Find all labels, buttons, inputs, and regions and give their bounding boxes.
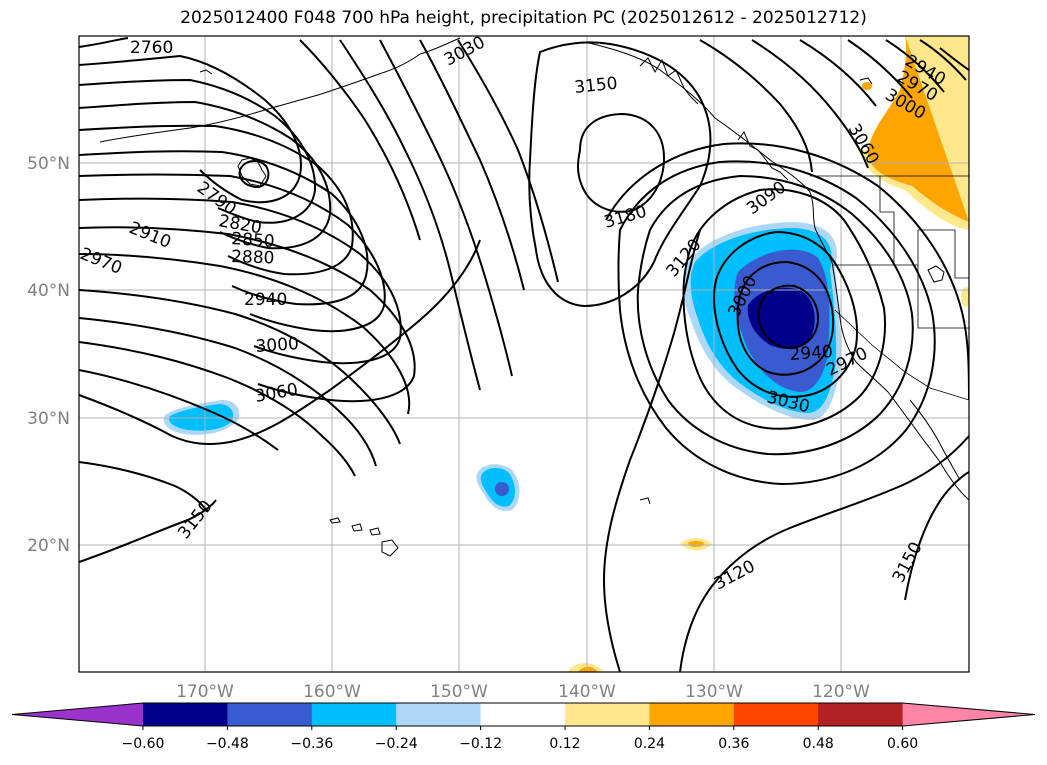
colorbar-swatch — [143, 703, 228, 726]
lat-tick-label: 20°N — [27, 536, 70, 556]
contour-label: 2880 — [231, 247, 275, 268]
precip-shading — [163, 36, 969, 672]
map-frame — [78, 35, 970, 673]
colorbar-swatch — [649, 703, 735, 726]
chart-title: 2025012400 F048 700 hPa height, precipit… — [180, 8, 867, 28]
lat-tick-labels: 50°N 40°N 30°N 20°N — [27, 154, 70, 556]
colorbar-extend-high — [902, 703, 1035, 726]
contour-3150 — [79, 499, 217, 563]
colorbar-tick-label: −0.48 — [206, 736, 249, 752]
lon-tick-label: 160°W — [303, 682, 361, 702]
colorbar-swatch — [396, 703, 482, 726]
contour-label: 2940 — [789, 342, 834, 365]
colorbar-swatch — [733, 703, 819, 726]
colorbar-swatch — [480, 703, 566, 726]
lon-tick-labels: 170°W 160°W 150°W 140°W 130°W 120°W — [176, 682, 870, 702]
lon-tick-label: 130°W — [685, 682, 743, 702]
colorbar-tick-label: 0.60 — [887, 736, 918, 752]
contour-label: 3150 — [573, 74, 618, 98]
colorbar — [11, 702, 1036, 727]
contour-label: 2760 — [130, 38, 173, 58]
colorbar-swatch — [565, 703, 650, 726]
colorbar-extend-low — [12, 703, 143, 726]
contour-2760 — [79, 37, 129, 48]
colorbar-tick-label: 0.48 — [803, 736, 834, 752]
lon-tick-label: 150°W — [430, 682, 488, 702]
contour-label: 3000 — [255, 334, 300, 357]
lat-tick-label: 30°N — [27, 409, 70, 429]
lon-tick-label: 140°W — [558, 682, 616, 702]
lat-tick-label: 50°N — [27, 154, 70, 174]
colorbar-tick-label: −0.24 — [375, 736, 418, 752]
colorbar-tick-label: 0.24 — [634, 736, 665, 752]
height-contours — [79, 37, 969, 672]
colorbar-swatch — [311, 703, 397, 726]
colorbar-tick-labels: −0.60 −0.48 −0.36 −0.24 −0.12 0.12 0.24 0.36 0.4… — [122, 726, 918, 752]
colorbar-tick-label: −0.36 — [290, 736, 333, 752]
colorbar-tick-label: 0.12 — [549, 736, 580, 752]
colorbar-swatch — [227, 703, 313, 726]
contour-2790 — [79, 54, 302, 204]
lon-tick-label: 170°W — [176, 682, 234, 702]
contour-low-2760 — [238, 160, 270, 189]
colorbar-swatch — [818, 703, 904, 726]
colorbar-tick-label: −0.60 — [122, 736, 165, 752]
political-borders — [810, 175, 969, 401]
lon-tick-label: 120°W — [812, 682, 870, 702]
colorbar-tick-label: −0.12 — [459, 736, 502, 752]
contour-label: 2850 — [231, 229, 276, 252]
lat-tick-label: 40°N — [27, 281, 70, 301]
contour-label: 2940 — [244, 290, 287, 310]
colorbar-tick-label: 0.36 — [718, 736, 749, 752]
